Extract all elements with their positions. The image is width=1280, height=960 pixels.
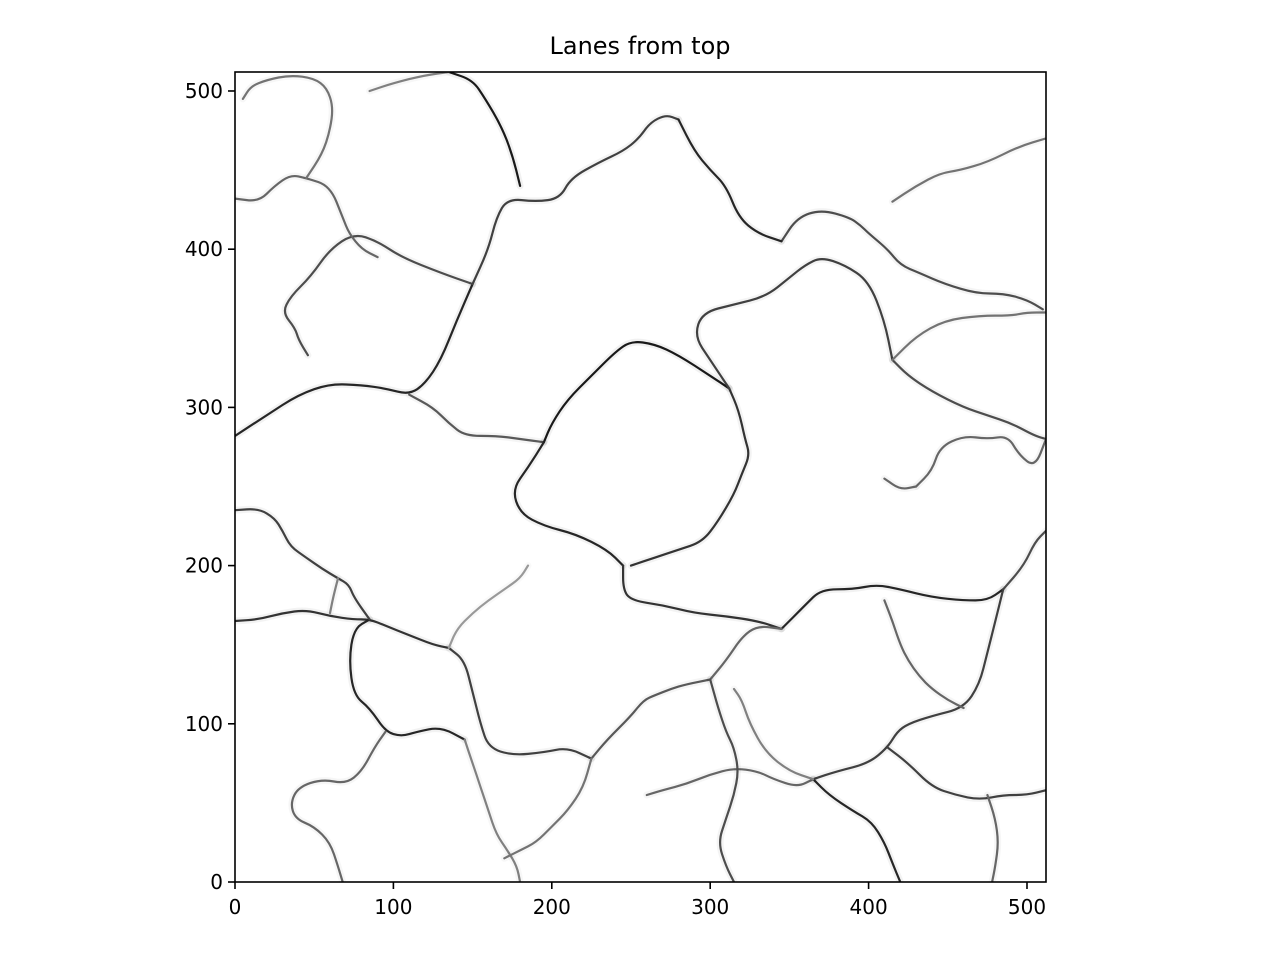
lane-15	[780, 584, 1005, 630]
lane-17	[812, 588, 1005, 781]
lane-2	[471, 115, 680, 286]
lane-4	[235, 174, 379, 259]
y-tick-label: 0	[210, 870, 223, 894]
y-axis: 0 100 200 300 400 500	[185, 79, 235, 894]
x-tick-label: 200	[533, 895, 571, 919]
lane-31	[447, 564, 530, 649]
lane-40	[883, 599, 965, 710]
y-tick-label: 400	[185, 237, 223, 261]
lane-26	[503, 757, 593, 860]
heatmap-image	[235, 72, 1046, 882]
y-tick-label: 100	[185, 712, 223, 736]
lane-network	[235, 72, 1046, 882]
lane-13	[891, 311, 1046, 361]
lane-23	[290, 730, 387, 882]
x-tick-label: 100	[374, 895, 412, 919]
lane-34	[891, 137, 1046, 203]
lane-29	[235, 508, 371, 621]
lane-36	[883, 477, 918, 490]
lane-28	[709, 678, 739, 882]
lane-9	[513, 441, 625, 567]
lane-5	[241, 75, 334, 180]
x-tick-label: 0	[229, 895, 242, 919]
chart-title: Lanes from top	[550, 32, 731, 60]
x-tick-label: 400	[850, 895, 888, 919]
lane-12	[891, 358, 1046, 441]
lane-10	[629, 387, 750, 567]
axes-frame	[234, 71, 1047, 883]
lane-19	[812, 778, 902, 882]
lane-33	[677, 118, 783, 243]
lane-38	[886, 746, 1046, 800]
lane-16	[1002, 529, 1046, 591]
y-tick-label: 300	[185, 395, 223, 419]
lane-27	[709, 625, 783, 681]
lane-21	[447, 646, 593, 760]
lane-30	[328, 577, 340, 615]
lane-37	[732, 687, 815, 781]
lane-35	[915, 435, 1046, 488]
lane-22	[349, 618, 466, 741]
y-tick-label: 200	[185, 554, 223, 578]
x-tick-label: 300	[691, 895, 729, 919]
lane-24	[463, 738, 522, 882]
lane-14	[622, 564, 783, 630]
lane-1	[283, 234, 474, 357]
x-axis: 0 100 200 300 400 500	[229, 882, 1046, 919]
lane-18	[645, 768, 815, 797]
lane-25	[590, 678, 712, 760]
heatmap-background	[235, 72, 1046, 882]
lane-11	[695, 258, 894, 390]
lane-6	[368, 72, 450, 93]
lane-7	[408, 393, 545, 444]
lane-20	[235, 609, 450, 649]
x-tick-label: 500	[1008, 895, 1046, 919]
lane-8	[542, 341, 731, 444]
lane-0	[235, 282, 474, 437]
lane-32	[780, 210, 1044, 311]
lane-39	[986, 793, 999, 882]
y-tick-label: 500	[185, 79, 223, 103]
lane-3	[447, 72, 522, 187]
